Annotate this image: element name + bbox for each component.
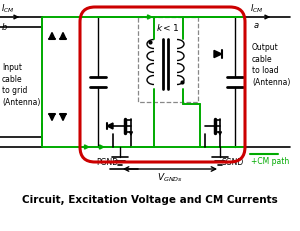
Text: Input
cable
to grid
(Antenna): Input cable to grid (Antenna) — [2, 63, 40, 107]
Text: PGND: PGND — [96, 157, 118, 166]
Text: $I_{CM}$: $I_{CM}$ — [1, 3, 14, 15]
Text: SGND: SGND — [222, 157, 244, 166]
Polygon shape — [60, 115, 66, 121]
Polygon shape — [214, 51, 222, 58]
Text: $k < 1$: $k < 1$ — [156, 22, 180, 33]
Polygon shape — [107, 123, 113, 129]
Polygon shape — [60, 33, 66, 40]
Text: b: b — [2, 23, 8, 32]
Bar — [138, 18, 198, 103]
Polygon shape — [49, 115, 55, 121]
Polygon shape — [49, 33, 55, 40]
Text: $I_{CM}$: $I_{CM}$ — [250, 3, 263, 15]
Text: a: a — [254, 21, 259, 30]
Text: Circuit, Excitation Voltage and CM Currents: Circuit, Excitation Voltage and CM Curre… — [22, 194, 278, 204]
Text: Output
cable
to load
(Antenna): Output cable to load (Antenna) — [252, 43, 290, 87]
Text: +CM path: +CM path — [251, 156, 289, 165]
Text: $V_{GNDs}$: $V_{GNDs}$ — [157, 171, 183, 184]
